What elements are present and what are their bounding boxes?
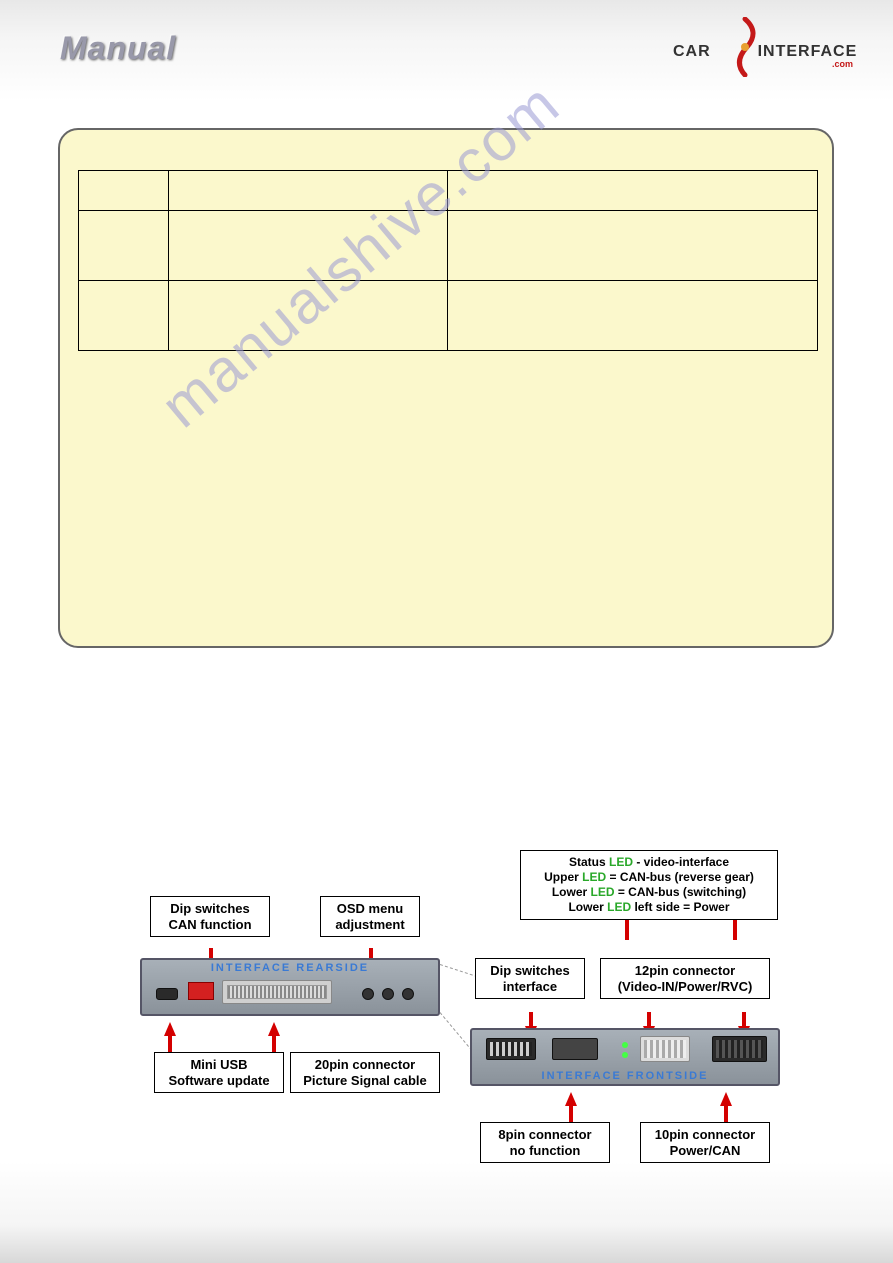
logo-text-interface: INTERFACE bbox=[758, 43, 858, 60]
cell bbox=[168, 211, 448, 281]
cell bbox=[448, 211, 818, 281]
arrow-icon bbox=[720, 1092, 732, 1106]
label-12pin: 12pin connector (Video-IN/Power/RVC) bbox=[600, 958, 770, 999]
status-led-icon bbox=[622, 1052, 628, 1058]
device-rear-title: INTERFACE REARSIDE bbox=[142, 962, 438, 974]
settings-table bbox=[78, 170, 818, 351]
status-led-icon bbox=[622, 1042, 628, 1048]
device-rearside: INTERFACE REARSIDE bbox=[140, 958, 440, 1016]
pin8-connector-icon bbox=[552, 1038, 598, 1060]
pin20-connector-icon bbox=[222, 980, 332, 1004]
logo-text-car: CAR bbox=[673, 43, 711, 60]
osd-button-icon bbox=[362, 988, 374, 1000]
label-dip-can: Dip switches CAN function bbox=[150, 896, 270, 937]
arrow-stem bbox=[733, 920, 737, 940]
pin10-connector-icon bbox=[712, 1036, 767, 1062]
arrow-icon bbox=[268, 1022, 280, 1036]
table-row bbox=[79, 211, 818, 281]
logo-dotcom: .com bbox=[832, 59, 853, 69]
device-frontside: INTERFACE FRONTSIDE bbox=[470, 1028, 780, 1086]
cell bbox=[448, 281, 818, 351]
cell bbox=[168, 171, 448, 211]
device-front-title: INTERFACE FRONTSIDE bbox=[472, 1070, 778, 1082]
osd-button-icon bbox=[402, 988, 414, 1000]
dip-interface-icon bbox=[486, 1038, 536, 1060]
arrow-icon bbox=[164, 1022, 176, 1036]
cell bbox=[79, 171, 169, 211]
label-osd-menu: OSD menu adjustment bbox=[320, 896, 420, 937]
osd-button-icon bbox=[382, 988, 394, 1000]
label-status-led: Status LED - video-interface Upper LED =… bbox=[520, 850, 778, 920]
mini-usb-port-icon bbox=[156, 988, 178, 1000]
label-10pin: 10pin connector Power/CAN bbox=[640, 1122, 770, 1163]
pin12-connector-icon bbox=[640, 1036, 690, 1062]
label-mini-usb: Mini USB Software update bbox=[154, 1052, 284, 1093]
cell bbox=[79, 281, 169, 351]
arrow-stem bbox=[625, 920, 629, 940]
settings-panel bbox=[58, 128, 834, 648]
page-header: Manual CAR INTERFACE .com bbox=[0, 20, 893, 80]
connector-diagram: Dip switches CAN function OSD menu adjus… bbox=[140, 850, 780, 1180]
label-8pin: 8pin connector no function bbox=[480, 1122, 610, 1163]
arrow-icon bbox=[565, 1092, 577, 1106]
brand-logo: CAR INTERFACE .com bbox=[673, 25, 853, 75]
label-dip-interface: Dip switches interface bbox=[475, 958, 585, 999]
cell bbox=[168, 281, 448, 351]
label-20pin: 20pin connector Picture Signal cable bbox=[290, 1052, 440, 1093]
cell bbox=[448, 171, 818, 211]
cell bbox=[79, 211, 169, 281]
table-row bbox=[79, 171, 818, 211]
manual-title: Manual bbox=[60, 30, 176, 67]
dip-switch-icon bbox=[188, 982, 214, 1000]
table-row bbox=[79, 281, 818, 351]
